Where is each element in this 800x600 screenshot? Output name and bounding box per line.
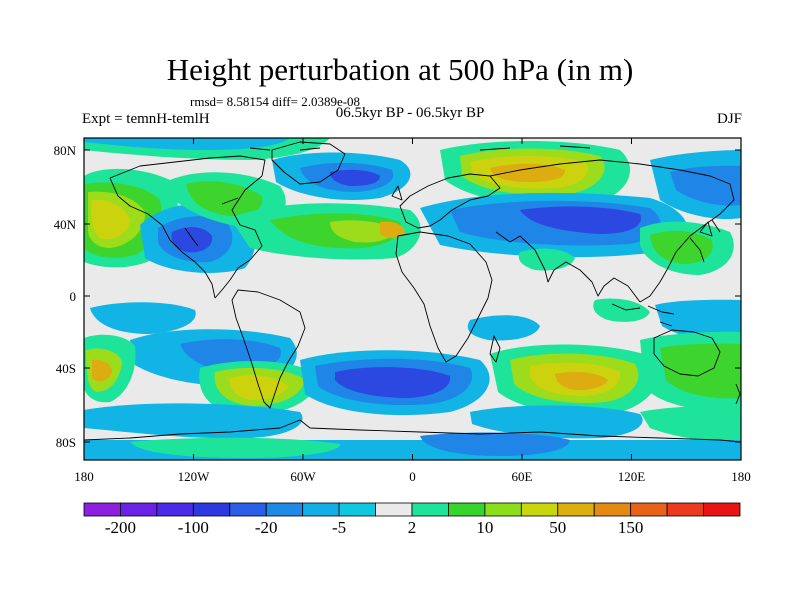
colorbar-label: 10	[476, 518, 493, 537]
coastline	[489, 159, 735, 303]
colorbar-label: 150	[618, 518, 644, 537]
colorbar-swatch	[156, 502, 194, 517]
anomaly-region	[650, 230, 713, 264]
period-label: 06.5kyr BP - 06.5kyr BP	[335, 105, 485, 121]
anomaly-region	[130, 437, 341, 458]
coastline	[611, 303, 675, 327]
anomaly-region	[92, 359, 112, 382]
map-plot-area	[84, 138, 741, 460]
colorbar-label: -5	[332, 518, 346, 537]
x-tick-label: 120W	[178, 469, 211, 484]
anomaly-region	[470, 405, 643, 439]
anomaly-region	[335, 367, 451, 398]
colorbar-swatch	[448, 502, 486, 517]
colorbar-swatch	[411, 502, 449, 517]
anomaly-region	[640, 405, 741, 442]
colorbar-swatch	[229, 502, 267, 517]
colorbar-swatch	[265, 502, 304, 517]
coastline	[399, 173, 501, 229]
season-label: DJF	[716, 111, 742, 127]
colorbar-swatch	[557, 502, 595, 517]
x-tick-label: 0	[409, 469, 416, 484]
chart-title: Height perturbation at 500 hPa (in m)	[166, 52, 634, 87]
anomaly-region	[593, 298, 650, 322]
coastline	[395, 231, 493, 363]
coastline	[489, 335, 501, 363]
colorbar-swatch	[630, 502, 668, 517]
coastline	[735, 383, 741, 405]
colorbar-label: -20	[255, 518, 278, 537]
anomaly-region	[490, 163, 566, 182]
x-axis: 180 120W 60W 0 60E 120E 180	[74, 138, 751, 484]
anomaly-region	[670, 165, 741, 206]
anomaly-region	[380, 221, 405, 239]
y-tick-label: 80S	[56, 435, 76, 450]
colorbar: -200 -100 -20 -5 2 10 50 150	[83, 502, 741, 537]
colorbar-swatch	[375, 502, 413, 517]
anomaly-region	[555, 372, 608, 390]
anomaly-region	[660, 343, 741, 399]
colorbar-swatch	[338, 502, 376, 517]
y-tick-label: 0	[70, 289, 77, 304]
colorbar-swatch	[83, 502, 121, 517]
x-tick-label: 120E	[618, 469, 646, 484]
coastline	[699, 221, 713, 237]
anomaly-region	[655, 299, 741, 343]
x-tick-label: 180	[74, 469, 94, 484]
colorbar-label: 2	[408, 518, 417, 537]
colorbar-swatch	[520, 502, 559, 517]
coastline	[84, 419, 741, 443]
anomaly-region	[186, 181, 263, 217]
anomaly-region	[330, 220, 395, 243]
coastline	[495, 231, 521, 243]
y-axis: 80N 40N 0 40S 80S	[54, 143, 741, 450]
y-tick-label: 80N	[54, 143, 77, 158]
anomaly-region	[84, 403, 303, 439]
coastline	[109, 177, 216, 299]
colorbar-swatch	[484, 502, 522, 517]
experiment-label: Expt = temnH-temlH	[82, 111, 210, 127]
colorbar-label: -100	[178, 518, 209, 537]
anomaly-region	[467, 315, 540, 341]
colorbar-swatch	[120, 502, 158, 517]
anomaly-region	[90, 302, 196, 334]
coastline	[689, 219, 721, 263]
anomaly-region	[420, 432, 570, 456]
colorbar-swatch	[666, 502, 704, 517]
x-tick-label: 60E	[512, 469, 533, 484]
colorbar-swatch	[703, 502, 741, 517]
colorbar-label: -200	[105, 518, 136, 537]
coastline	[109, 155, 266, 299]
coastline	[249, 145, 591, 151]
coastline	[184, 197, 239, 247]
x-tick-label: 60W	[290, 469, 316, 484]
anomaly-field	[84, 138, 741, 460]
anomaly-region	[84, 138, 290, 150]
colorbar-swatch	[302, 502, 340, 517]
coastline	[391, 185, 403, 201]
anomaly-region	[330, 169, 380, 186]
anomaly-region	[520, 206, 641, 234]
colorbar-swatch	[593, 502, 632, 517]
coastline	[519, 235, 641, 303]
anomaly-region	[91, 199, 130, 240]
coastline	[653, 329, 721, 377]
coastline	[271, 141, 346, 185]
anomaly-region	[171, 227, 213, 253]
y-tick-label: 40S	[56, 361, 76, 376]
colorbar-label: 50	[549, 518, 566, 537]
colorbar-swatch	[192, 502, 231, 517]
coastlines	[84, 141, 741, 443]
coastline	[231, 289, 306, 409]
y-tick-label: 40N	[54, 217, 77, 232]
stats-line: rmsd= 8.58154 diff= 2.0389e-08	[190, 94, 361, 109]
x-tick-label: 180	[731, 469, 751, 484]
